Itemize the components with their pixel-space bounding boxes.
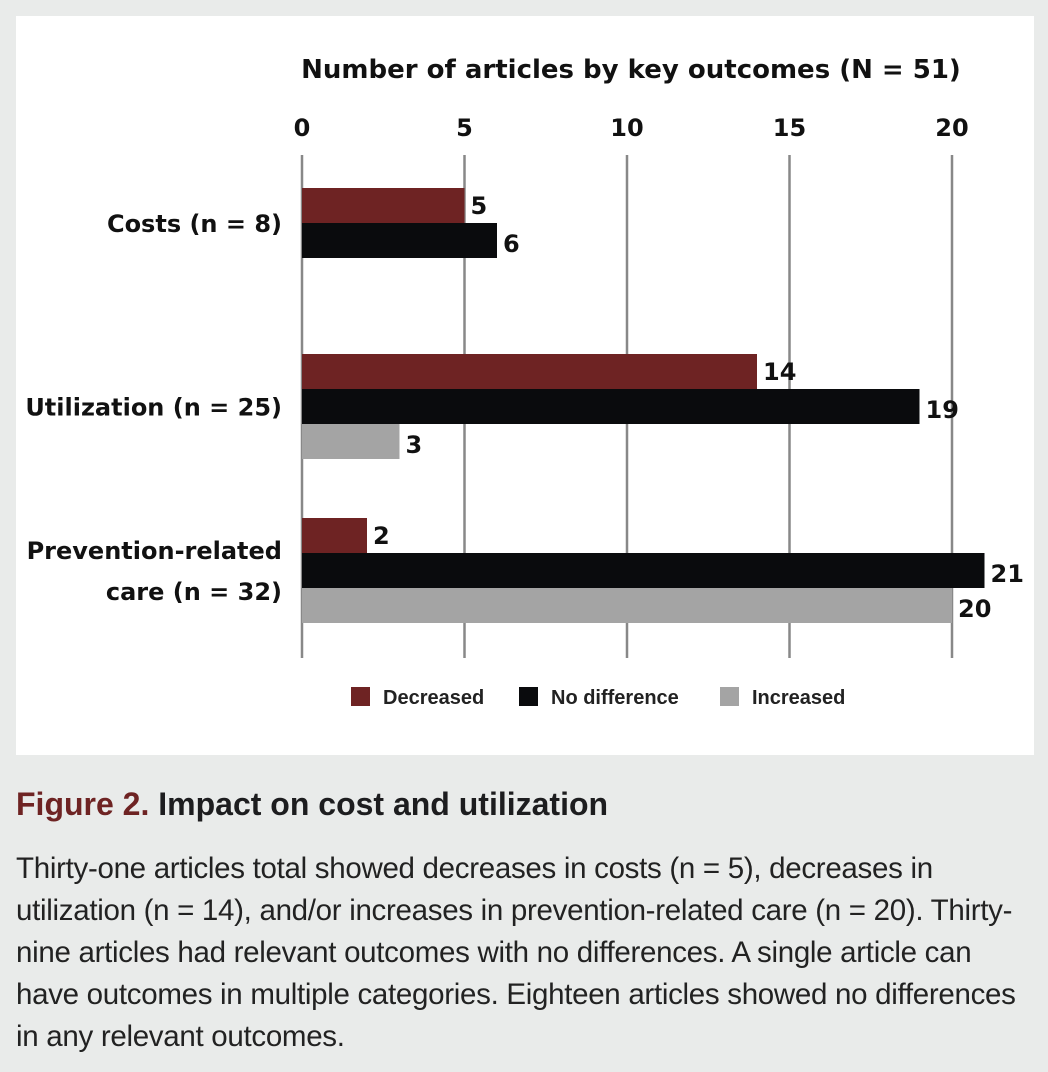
category-label: Costs (n = 8) [107, 210, 282, 238]
bar-no-difference [302, 553, 985, 588]
legend-label: No difference [551, 687, 679, 709]
legend-label: Decreased [383, 687, 484, 709]
bar-chart: Number of articles by key outcomes (N = … [25, 55, 1024, 709]
bar-decreased [302, 518, 367, 553]
bar-increased [302, 588, 952, 623]
legend-swatch [519, 687, 538, 706]
category-label: Utilization (n = 25) [25, 394, 282, 422]
data-label: 19 [926, 396, 959, 424]
bar-no-difference [302, 389, 920, 424]
data-label: 14 [763, 358, 796, 386]
figure-title: Impact on cost and utilization [158, 786, 609, 822]
bar-increased [302, 424, 400, 459]
figure-caption-body: Thirty-one articles total showed decreas… [16, 852, 1016, 1053]
data-label: 5 [471, 192, 488, 220]
bar-decreased [302, 188, 465, 223]
bar-decreased [302, 354, 757, 389]
legend-swatch [351, 687, 370, 706]
data-label: 21 [991, 560, 1024, 588]
x-tick-label: 10 [610, 114, 643, 142]
figure-caption-title: Figure 2. Impact on cost and utilization [16, 786, 608, 823]
legend-swatch [720, 687, 739, 706]
data-label: 20 [958, 595, 991, 623]
bar-no-difference [302, 223, 497, 258]
chart-title: Number of articles by key outcomes (N = … [301, 55, 961, 85]
data-label: 6 [503, 230, 520, 258]
data-label: 3 [406, 431, 423, 459]
category-label: care (n = 32) [106, 578, 282, 606]
category-label: Prevention-related [27, 537, 282, 565]
x-tick-label: 0 [294, 114, 311, 142]
x-tick-label: 15 [773, 114, 806, 142]
figure-label: Figure 2. [16, 786, 150, 822]
legend-label: Increased [752, 687, 845, 709]
x-tick-label: 20 [935, 114, 968, 142]
chart-panel: Number of articles by key outcomes (N = … [16, 16, 1034, 755]
data-label: 2 [373, 522, 390, 550]
x-tick-label: 5 [456, 114, 473, 142]
